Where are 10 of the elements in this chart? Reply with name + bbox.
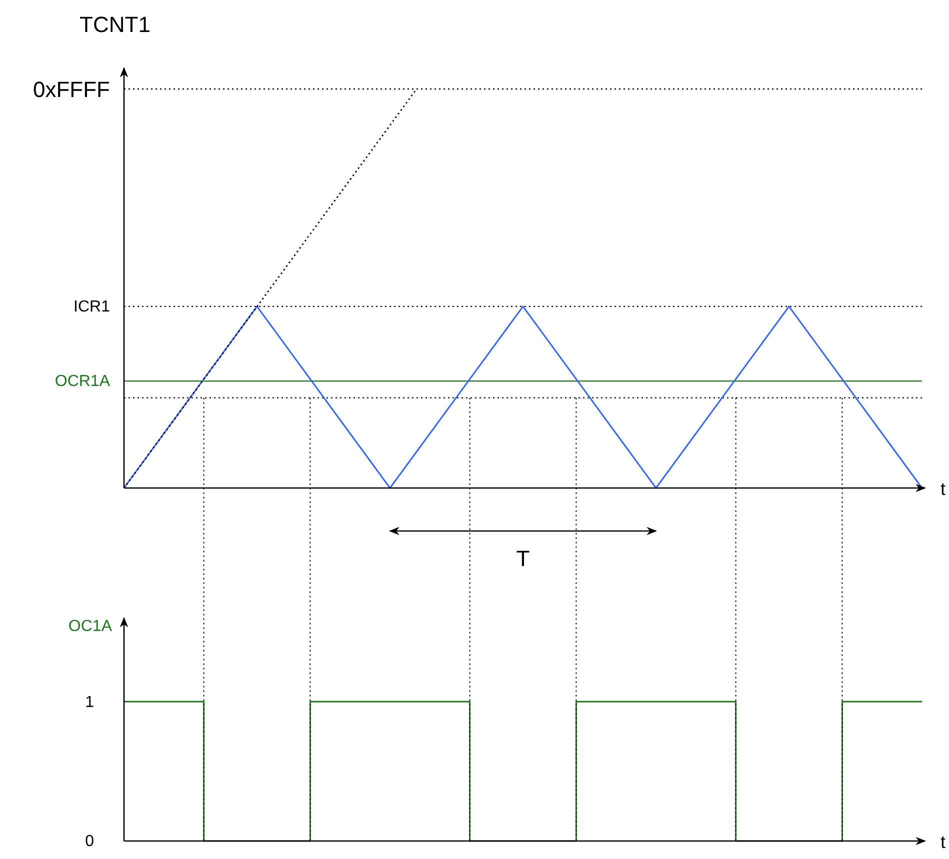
y-tick-label: 1 <box>85 694 94 711</box>
ref-line-label: 0xFFFF <box>33 77 110 102</box>
x-axis-title: t <box>940 479 946 499</box>
ref-line-label: ICR1 <box>74 298 110 316</box>
y-tick-label: 0 <box>85 833 94 850</box>
ref-line-label: OCR1A <box>54 373 110 390</box>
x-axis-title: t <box>940 832 946 852</box>
y-axis-title: TCNT1 <box>80 12 150 37</box>
text: T <box>516 546 530 571</box>
y-axis-title: OC1A <box>68 618 112 635</box>
